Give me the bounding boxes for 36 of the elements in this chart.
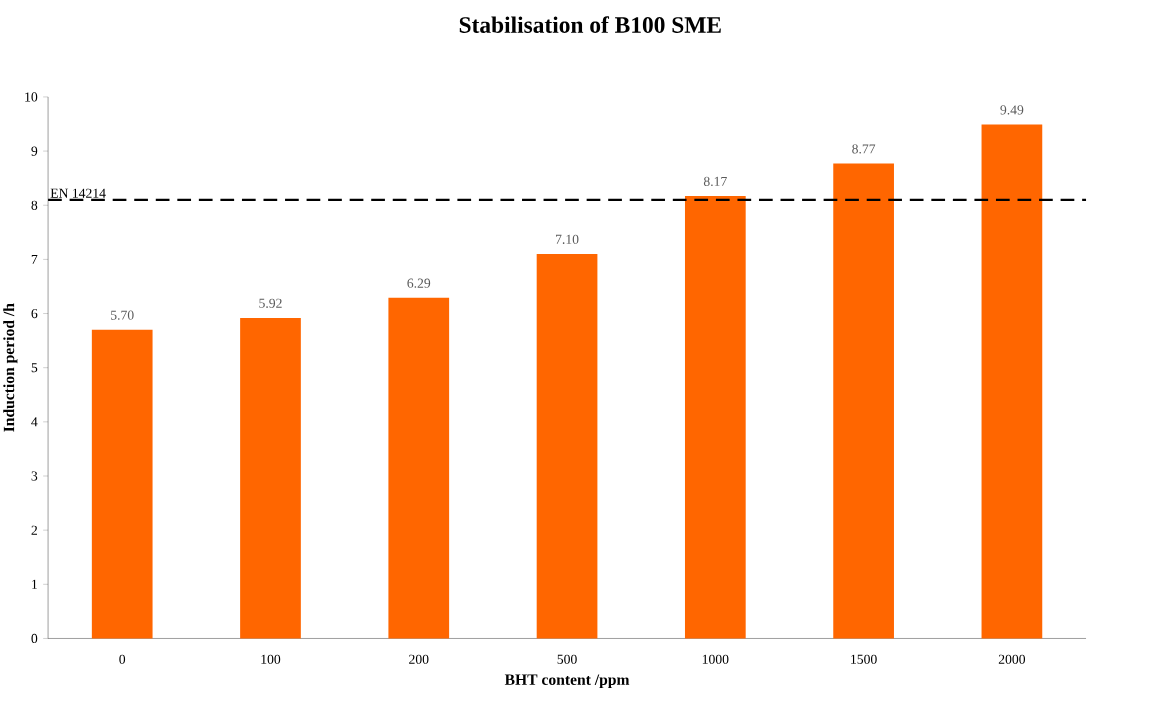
y-tick-label: 3 (31, 471, 38, 481)
y-tick-label: 4 (31, 417, 38, 427)
y-tick-label: 7 (31, 255, 38, 264)
data-label: 8.77 (852, 144, 876, 154)
x-tick-label: 500 (557, 654, 577, 664)
bar (981, 124, 1043, 639)
x-tick-label: 0 (119, 654, 126, 664)
y-tick-label: 0 (31, 633, 38, 644)
ref-line-label: EN 14214 (50, 188, 106, 198)
y-axis-title: Induction period /h (3, 303, 18, 432)
bar (536, 254, 598, 639)
y-tick-label: 1 (32, 579, 37, 589)
x-tick-label: 100 (261, 654, 281, 664)
y-tick-label: 8 (31, 200, 38, 210)
y-tick-label: 6 (31, 309, 38, 319)
x-tick-label: 2000 (998, 654, 1026, 664)
bar (833, 163, 894, 639)
y-tick-label: 10 (25, 92, 38, 102)
data-label: 6.29 (407, 278, 431, 288)
bar (684, 196, 746, 639)
data-label: 7.10 (556, 234, 579, 245)
bar (388, 297, 450, 639)
x-tick-label: 200 (409, 654, 429, 664)
y-tick-label: 2 (31, 525, 38, 535)
x-axis-title: BHT content /ppm (504, 674, 630, 689)
data-label: 9.49 (1000, 105, 1024, 115)
y-tick-label: 5 (31, 363, 38, 373)
x-tick-label: 1500 (851, 654, 877, 664)
x-tick-label: 1000 (702, 654, 729, 664)
chart-title: Stabilisation of B100 SME (459, 16, 721, 34)
data-label: 8.17 (703, 176, 727, 187)
bar (91, 329, 153, 639)
bar (240, 318, 301, 639)
y-tick-label: 9 (31, 146, 38, 156)
data-label: 5.92 (259, 298, 282, 309)
data-label: 5.70 (111, 310, 134, 320)
